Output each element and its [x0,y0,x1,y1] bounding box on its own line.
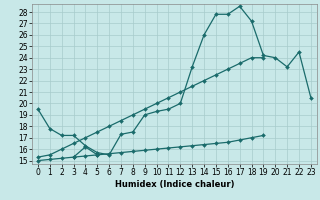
X-axis label: Humidex (Indice chaleur): Humidex (Indice chaleur) [115,180,234,189]
